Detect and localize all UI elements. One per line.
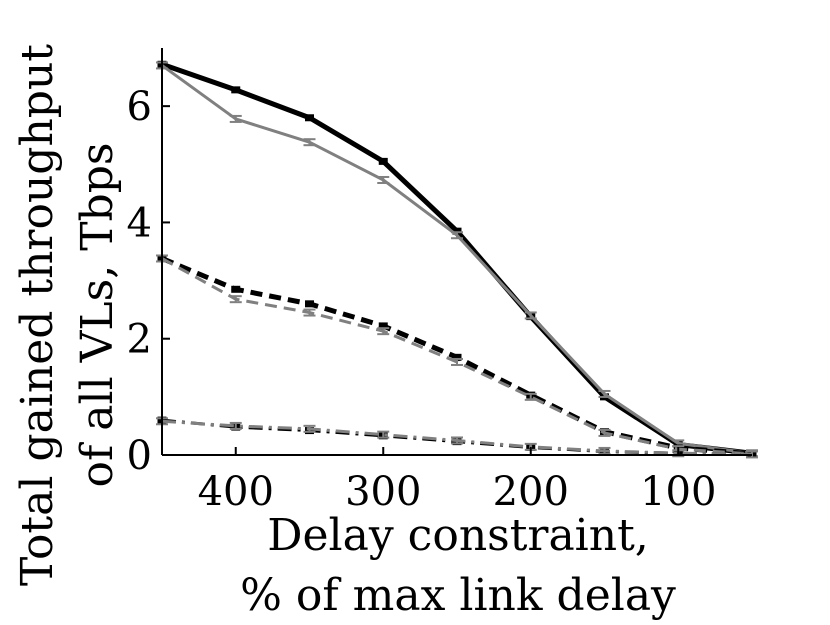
series-layer [156, 60, 758, 459]
y-axis-label-line-2: of all VLs, Tbps [72, 143, 123, 488]
data-point-errorbar [377, 430, 390, 439]
ticks-layer: 0 2 4 6 400 300 200 100 [127, 84, 717, 515]
data-point-marker [452, 227, 462, 235]
data-point-marker [231, 285, 241, 293]
data-point-errorbar [377, 175, 390, 184]
y-tick-label: 4 [127, 200, 152, 246]
axes-layer [161, 48, 752, 456]
data-point-marker [452, 353, 462, 361]
series-2 [156, 61, 758, 458]
data-point-errorbar [377, 327, 390, 336]
data-point-errorbar [598, 446, 611, 455]
x-tick-label: 100 [640, 469, 716, 515]
data-point-errorbar [303, 424, 316, 433]
series-1 [157, 60, 757, 457]
series-3 [157, 254, 757, 458]
data-point-errorbar [229, 114, 242, 123]
y-axis-label-line-1: Total gained throughput [12, 44, 63, 586]
data-point-errorbar [598, 428, 611, 437]
series-line [161, 64, 753, 455]
data-point-marker [305, 114, 314, 122]
x-tick-label: 300 [345, 469, 421, 515]
x-axis-label-line-1: Delay constraint, [267, 510, 649, 561]
data-point-errorbar [524, 392, 537, 401]
y-tick-label: 6 [127, 84, 152, 130]
series-6 [156, 417, 758, 459]
data-point-marker [231, 86, 241, 94]
data-point-marker [378, 157, 388, 165]
data-point-errorbar [524, 311, 537, 320]
x-tick-label: 400 [198, 469, 274, 515]
data-point-errorbar [598, 389, 611, 398]
data-point-errorbar [229, 421, 242, 430]
x-axis-label-line-2: % of max link delay [240, 570, 676, 621]
data-point-errorbar [303, 138, 316, 147]
y-tick-label: 0 [127, 433, 152, 479]
data-point-errorbar [229, 295, 242, 304]
data-point-marker [378, 322, 388, 330]
x-tick-label: 200 [493, 469, 569, 515]
data-point-errorbar [451, 357, 463, 366]
data-point-errorbar [451, 436, 463, 445]
data-point-errorbar [303, 308, 316, 317]
y-tick-label: 2 [127, 317, 152, 363]
data-point-errorbar [451, 231, 463, 240]
data-point-marker [305, 300, 314, 308]
